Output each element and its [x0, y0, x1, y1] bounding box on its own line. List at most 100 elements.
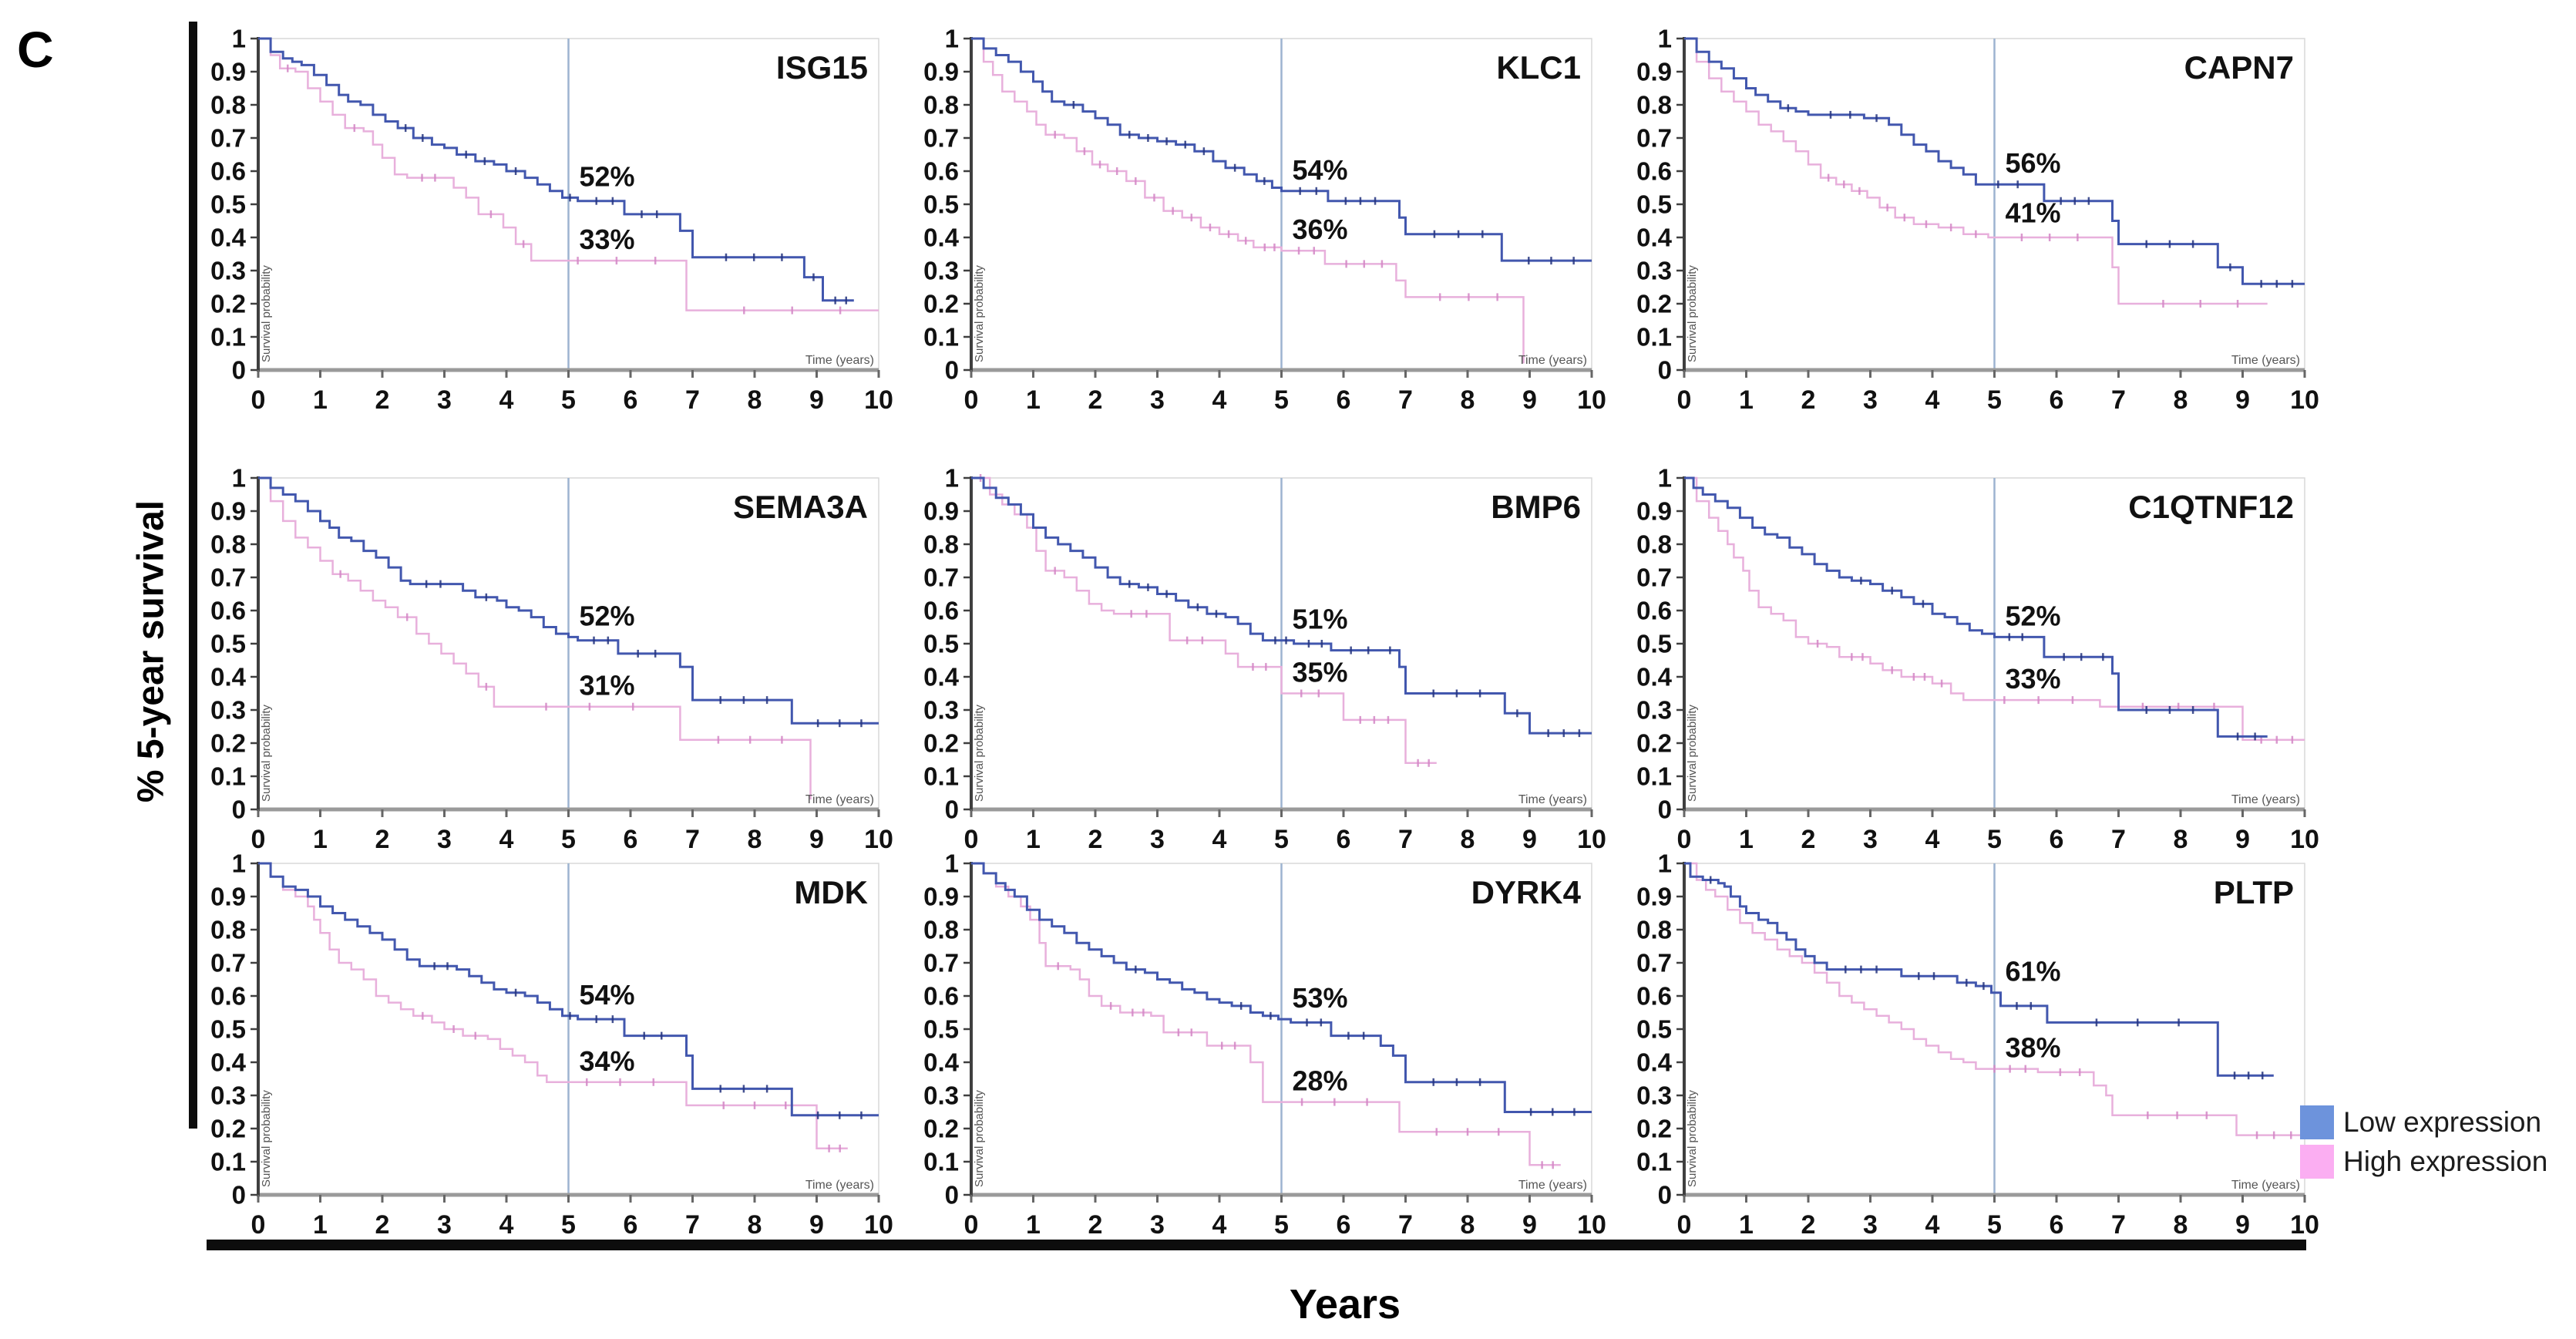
y-tick-label: 1 [232, 25, 246, 53]
x-tick-label: 7 [685, 825, 700, 854]
x-tick-label: 9 [1522, 1210, 1537, 1240]
x-tick-label: 0 [964, 1210, 979, 1240]
gene-title: ISG15 [776, 49, 868, 86]
inner-survival-probability-label: Survival probability [973, 265, 986, 362]
x-tick-label: 5 [561, 825, 576, 854]
y-tick-label: 0.5 [1636, 630, 1672, 658]
low-survival-pct-label: 56% [2006, 147, 2061, 179]
y-tick-label: 0.7 [923, 564, 959, 592]
inner-survival-probability-label: Survival probability [260, 705, 273, 802]
low-expression-curve [1684, 862, 2274, 1080]
x-tick-label: 10 [2290, 385, 2319, 415]
high-curve-path [1684, 37, 2268, 305]
y-tick-label: 0.4 [923, 663, 960, 691]
x-tick-label: 9 [1522, 385, 1537, 415]
x-tick-label: 5 [1274, 1210, 1289, 1240]
low-curve-path [258, 476, 879, 725]
x-tick-label: 8 [1461, 825, 1475, 854]
x-tick-label: 0 [964, 385, 979, 415]
y-tick-label: 0.7 [210, 564, 246, 592]
y-tick-label: 0.2 [210, 1115, 246, 1143]
inner-time-label: Time (years) [2231, 354, 2300, 367]
km-panel-MDK: 1 0.9 0.8 0.7 0.6 0.5 0.4 0.3 0.2 0.1 00 1 2 3 4 5 6 7 8 9 1… [210, 849, 893, 1240]
y-tick-label: 0.5 [210, 630, 246, 658]
inner-survival-probability-label: Survival probability [260, 265, 273, 362]
low-survival-pct-label: 54% [1293, 154, 1348, 186]
x-tick-label: 6 [1337, 385, 1351, 415]
y-tick-label: 0 [1658, 356, 1672, 385]
km-panel-CAPN7: 1 0.9 0.8 0.7 0.6 0.5 0.4 0.3 0.2 0.1 00 1 2 3 4 5 6 7 8 9 1… [1636, 25, 2319, 415]
gene-title: SEMA3A [733, 489, 868, 525]
legend-label-low: Low expression [2343, 1105, 2542, 1138]
y-tick-label: 1 [1658, 25, 1672, 53]
y-tick-label: 0.9 [210, 58, 246, 86]
x-tick-label: 10 [2290, 1210, 2319, 1240]
y-tick-label: 0.3 [210, 257, 246, 285]
y-tick-label: 0.4 [923, 224, 960, 252]
axes: 1 0.9 0.8 0.7 0.6 0.5 0.4 0.3 0.2 0.1 00 1 2 3 4 5 6 7 8 9 1… [1636, 25, 2319, 415]
low-survival-pct-label: 52% [580, 160, 635, 192]
km-panel-SEMA3A: 1 0.9 0.8 0.7 0.6 0.5 0.4 0.3 0.2 0.1 00 1 2 3 4 5 6 7 8 9 1… [210, 464, 893, 854]
y-tick-label: 0.1 [923, 1148, 959, 1176]
y-tick-label: 0.6 [210, 157, 246, 186]
y-tick-label: 0.3 [1636, 1082, 1672, 1110]
figure-panel-letter: C [17, 21, 54, 78]
y-tick-label: 0.7 [923, 124, 959, 153]
low-expression-curve [258, 862, 879, 1119]
high-expression-curve [1684, 862, 2305, 1139]
x-tick-label: 10 [2290, 825, 2319, 854]
x-tick-label: 4 [499, 1210, 514, 1240]
x-tick-label: 10 [864, 385, 893, 415]
x-tick-label: 3 [1150, 825, 1165, 854]
x-tick-label: 4 [1925, 1210, 1940, 1240]
high-expression-curve [1684, 37, 2268, 308]
x-tick-label: 0 [1677, 825, 1692, 854]
y-tick-label: 0.1 [210, 762, 246, 791]
low-expression-curve [1684, 476, 2268, 741]
high-survival-pct-label: 31% [580, 670, 635, 701]
inner-time-label: Time (years) [805, 793, 874, 806]
x-tick-label: 9 [2235, 385, 2250, 415]
y-tick-label: 0.9 [1636, 58, 1672, 86]
x-tick-label: 10 [1577, 825, 1606, 854]
y-tick-label: 1 [945, 464, 959, 493]
km-panel-C1QTNF12: 1 0.9 0.8 0.7 0.6 0.5 0.4 0.3 0.2 0.1 00 1 2 3 4 5 6 7 8 9 1… [1636, 464, 2319, 854]
x-tick-label: 7 [685, 1210, 700, 1240]
inner-time-label: Time (years) [1518, 354, 1587, 367]
x-axis-black-bar [207, 1240, 2306, 1250]
low-survival-pct-label: 53% [1293, 982, 1348, 1014]
low-survival-pct-label: 52% [2006, 600, 2061, 631]
x-tick-label: 5 [1987, 1210, 2002, 1240]
x-tick-label: 2 [375, 1210, 390, 1240]
x-tick-label: 0 [964, 825, 979, 854]
x-tick-label: 1 [1026, 1210, 1041, 1240]
y-tick-label: 0.8 [923, 91, 959, 119]
x-tick-label: 9 [2235, 825, 2250, 854]
high-survival-pct-label: 33% [2006, 663, 2061, 695]
low-survival-pct-label: 54% [580, 979, 635, 1011]
x-tick-label: 0 [1677, 385, 1692, 415]
low-expression-curve [971, 862, 1592, 1116]
y-tick-label: 0.6 [923, 982, 959, 1011]
y-tick-label: 0.9 [210, 497, 246, 526]
x-tick-label: 5 [1274, 385, 1289, 415]
high-curve-path [258, 476, 812, 800]
low-curve-path [1684, 37, 2305, 285]
x-tick-label: 6 [624, 385, 638, 415]
inner-survival-probability-label: Survival probability [973, 1090, 986, 1187]
y-axis-black-bar [189, 22, 197, 1129]
x-tick-label: 1 [1739, 825, 1754, 854]
low-expression-swatch [2300, 1105, 2334, 1139]
x-tick-label: 9 [809, 1210, 824, 1240]
low-curve-path [1684, 476, 2268, 738]
x-tick-label: 7 [685, 385, 700, 415]
axes: 1 0.9 0.8 0.7 0.6 0.5 0.4 0.3 0.2 0.1 00 1 2 3 4 5 6 7 8 9 1… [923, 25, 1606, 415]
low-curve-path [971, 37, 1592, 262]
high-survival-pct-label: 36% [1293, 214, 1348, 245]
km-panel-BMP6: 1 0.9 0.8 0.7 0.6 0.5 0.4 0.3 0.2 0.1 00 1 2 3 4 5 6 7 8 9 1… [923, 464, 1606, 854]
y-tick-label: 0.8 [1636, 530, 1672, 559]
x-tick-label: 3 [437, 1210, 452, 1240]
x-tick-label: 5 [561, 385, 576, 415]
y-axis-title: % 5-year survival [130, 500, 172, 803]
y-tick-label: 0 [1658, 796, 1672, 824]
